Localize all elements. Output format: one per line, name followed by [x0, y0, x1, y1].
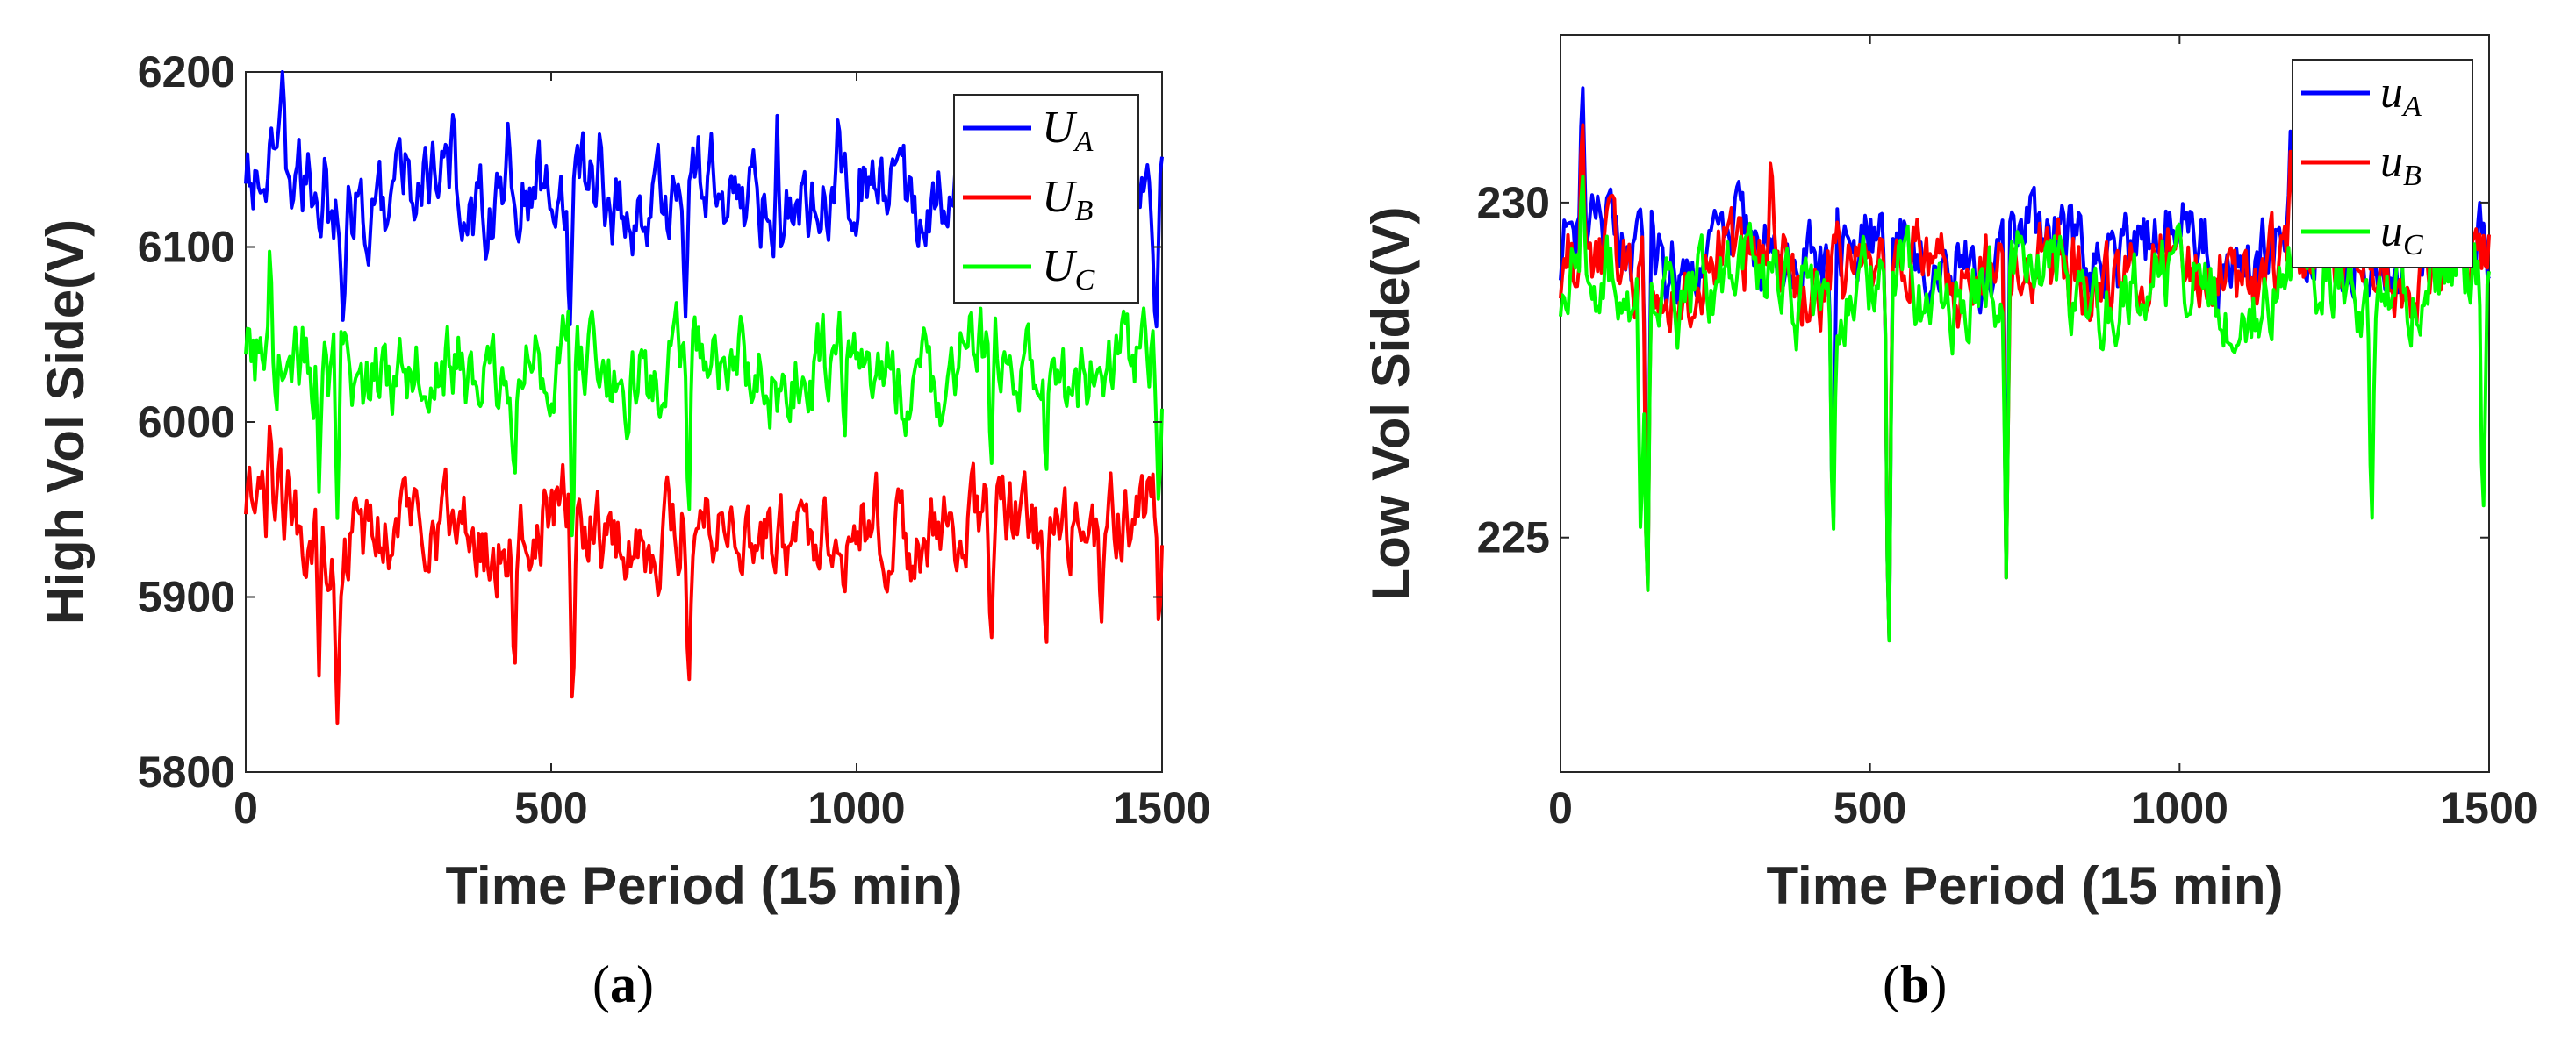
panel-label-a: (a): [592, 955, 654, 1013]
legend-subscript: C: [2403, 229, 2423, 261]
x-axis-ticks-a: 0 500 1000 1500: [233, 72, 1211, 833]
legend-subscript: B: [1075, 195, 1094, 227]
y-axis-label-a: High Vol Side(V): [36, 219, 95, 625]
legend-symbol: u: [2380, 68, 2403, 118]
legend-symbol: U: [1042, 172, 1078, 222]
legend-label: UA: [1042, 103, 1094, 158]
x-tick-label: 1500: [2440, 783, 2537, 833]
y-tick-label: 5800: [138, 747, 235, 797]
panel-letter-a: a: [610, 955, 636, 1013]
y-tick-label: 5900: [138, 573, 235, 622]
y-tick-label: 6200: [138, 47, 235, 97]
legend-label: uA: [2380, 68, 2422, 123]
legend-subscript: C: [1075, 264, 1095, 297]
legend-symbol: U: [1042, 241, 1078, 291]
chart-a: 5800 5900 6000 6100 6200 0 500 1000 1500 High V…: [36, 47, 1211, 1013]
y-tick-label: 225: [1477, 513, 1550, 562]
chart-b: 225 230 0 500 1000 1500 Low Vol Side(V) Time…: [1361, 34, 2538, 1013]
legend-label: uB: [2380, 137, 2422, 192]
legend-label: UB: [1042, 172, 1094, 227]
y-tick-label: 6100: [138, 223, 235, 272]
legend-symbol: u: [2380, 206, 2403, 256]
series-line-UC: [244, 249, 1164, 538]
legend-label: UC: [1042, 241, 1095, 297]
legend-symbol: U: [1042, 103, 1078, 153]
legend-subscript: A: [2401, 90, 2422, 123]
y-tick-label: 6000: [138, 397, 235, 447]
x-tick-label: 500: [1833, 783, 1906, 833]
y-tick-label: 230: [1477, 178, 1550, 227]
x-tick-label: 1000: [2131, 783, 2228, 833]
x-tick-label: 1500: [1113, 783, 1210, 833]
x-axis-label-a: Time Period (15 min): [445, 856, 962, 915]
legend-subscript: A: [1073, 125, 1094, 158]
legend-symbol: u: [2380, 137, 2403, 187]
x-tick-label: 0: [233, 783, 258, 833]
series-line-uC: [1559, 175, 2491, 643]
x-tick-label: 1000: [807, 783, 905, 833]
y-axis-ticks-b: 225 230: [1477, 178, 2489, 562]
x-axis-label-b: Time Period (15 min): [1766, 856, 2283, 915]
x-axis-ticks-b: 0 500 1000 1500: [1548, 35, 2538, 833]
panel-label-b: (b): [1883, 955, 1947, 1013]
x-tick-label: 500: [514, 783, 587, 833]
y-axis-label-b: Low Vol Side(V): [1361, 207, 1420, 601]
x-tick-label: 0: [1548, 783, 1573, 833]
series-line-UB: [244, 424, 1164, 726]
y-axis-ticks-a: 5800 5900 6000 6100 6200: [138, 47, 1162, 797]
legend-subscript: B: [2403, 160, 2422, 192]
legend-label: uC: [2380, 206, 2423, 261]
panel-letter-b: b: [1900, 955, 1929, 1013]
